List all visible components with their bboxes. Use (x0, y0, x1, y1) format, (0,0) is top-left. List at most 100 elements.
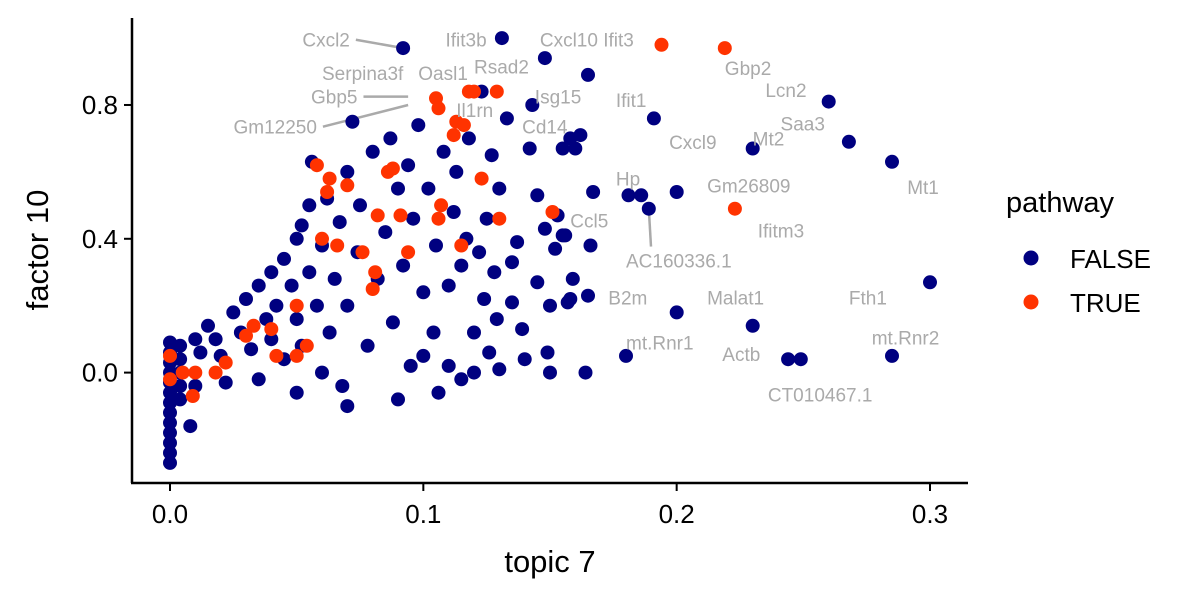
data-point-false (467, 325, 481, 340)
data-point-false (201, 318, 215, 333)
data-point-false (540, 345, 555, 360)
data-point-false (454, 258, 469, 273)
data-point-false (489, 312, 504, 327)
data-point-false (563, 292, 578, 306)
y-tick-label: 0.0 (82, 358, 118, 388)
gene-label: Rsad2 (474, 58, 529, 79)
data-point-false (360, 338, 375, 353)
gene-label: Gbp5 (311, 88, 357, 109)
x-tick-label: 0.0 (152, 499, 188, 529)
data-point-false (411, 118, 426, 133)
data-point-false (586, 185, 601, 199)
y-tick-label: 0.4 (82, 224, 118, 254)
gene-label: CT010467.1 (768, 385, 873, 406)
data-point-false (385, 315, 400, 330)
x-tick-label: 0.2 (659, 499, 695, 529)
data-point-false (163, 415, 177, 430)
data-point-false (515, 322, 530, 337)
data-point-true (717, 41, 732, 56)
data-point-false (416, 348, 431, 363)
gene-label: Isg15 (535, 88, 581, 109)
gene-label: Il1rn (456, 101, 493, 122)
data-point-true (163, 348, 177, 363)
x-ticks: 0.0 0.1 0.2 0.3 (152, 483, 948, 529)
data-point-true (365, 282, 380, 296)
data-point-true (218, 355, 233, 370)
data-point-false (302, 265, 317, 280)
data-point-false (403, 358, 418, 373)
data-point-false (396, 41, 411, 56)
gene-label: Ifit3 (603, 31, 634, 52)
data-point-false (340, 298, 355, 313)
data-point-false (487, 265, 502, 280)
data-point-false (923, 275, 937, 290)
data-point-false (436, 144, 451, 159)
data-point-true (401, 245, 416, 260)
data-point-false (530, 275, 545, 290)
legend-label-false: FALSE (1070, 244, 1151, 274)
data-point-false (454, 372, 469, 387)
y-tick-label: 0.8 (82, 90, 118, 120)
data-point-false (218, 375, 233, 390)
data-point-false (492, 181, 507, 196)
data-point-false (340, 164, 355, 179)
data-point-false (565, 271, 580, 286)
data-point-false (537, 51, 552, 66)
x-axis-title: topic 7 (504, 544, 595, 579)
data-point-true (208, 365, 223, 380)
legend-title: pathway (1006, 187, 1115, 219)
data-point-true (188, 365, 203, 380)
data-point-false (573, 128, 588, 143)
data-point-true (370, 208, 385, 223)
data-point-false (426, 325, 441, 340)
data-point-false (163, 435, 177, 450)
gene-label: Ifit3b (445, 31, 486, 52)
data-point-false (641, 201, 656, 216)
data-point-false (173, 338, 188, 353)
data-point-false (581, 67, 595, 82)
data-point-false (289, 385, 304, 400)
data-point-false (383, 131, 398, 146)
data-point-false (555, 141, 570, 156)
gene-labels: Cxcl2 Ifit3b Cxcl10 Ifit3 Rsad2 Serpina3f Oasl… (233, 31, 939, 407)
data-point-false (183, 419, 198, 434)
data-point-true (320, 185, 335, 199)
gene-label: Cxcl2 (302, 31, 350, 52)
legend-label-true: TRUE (1070, 288, 1141, 318)
gene-label: Gbp2 (725, 59, 771, 80)
data-point-true (315, 231, 329, 246)
data-point-false (365, 144, 380, 159)
data-point-false (522, 141, 537, 156)
gene-label: B2m (608, 288, 647, 309)
data-point-true (322, 171, 337, 186)
data-point-false (327, 271, 342, 286)
data-point-false (208, 332, 223, 347)
data-point-false (505, 255, 519, 270)
gene-label: Serpina3f (322, 64, 404, 85)
data-point-false (646, 111, 661, 126)
data-point-true (654, 37, 669, 52)
gene-label: AC160336.1 (626, 252, 732, 273)
gene-label: Cd14 (522, 118, 568, 139)
data-point-false (391, 181, 405, 196)
gene-label: Gm26809 (707, 176, 790, 197)
legend-marker-false (1023, 250, 1039, 266)
gene-label: Ifit1 (616, 91, 647, 112)
data-point-true (393, 208, 408, 223)
data-point-false (391, 392, 405, 407)
data-point-false (669, 185, 684, 199)
data-point-true (489, 84, 504, 99)
data-point-false (492, 362, 507, 377)
data-point-false (239, 292, 253, 306)
data-point-false (332, 215, 347, 230)
gene-label: Cxcl10 (540, 31, 598, 52)
data-point-false (244, 342, 259, 357)
data-point-true (340, 178, 355, 193)
series-true-points (163, 37, 742, 403)
data-point-false (621, 188, 636, 203)
data-point-false (745, 141, 760, 156)
data-point-false (193, 345, 208, 360)
data-point-true (185, 389, 200, 403)
data-point-false (499, 111, 514, 126)
data-point-true (289, 348, 304, 363)
